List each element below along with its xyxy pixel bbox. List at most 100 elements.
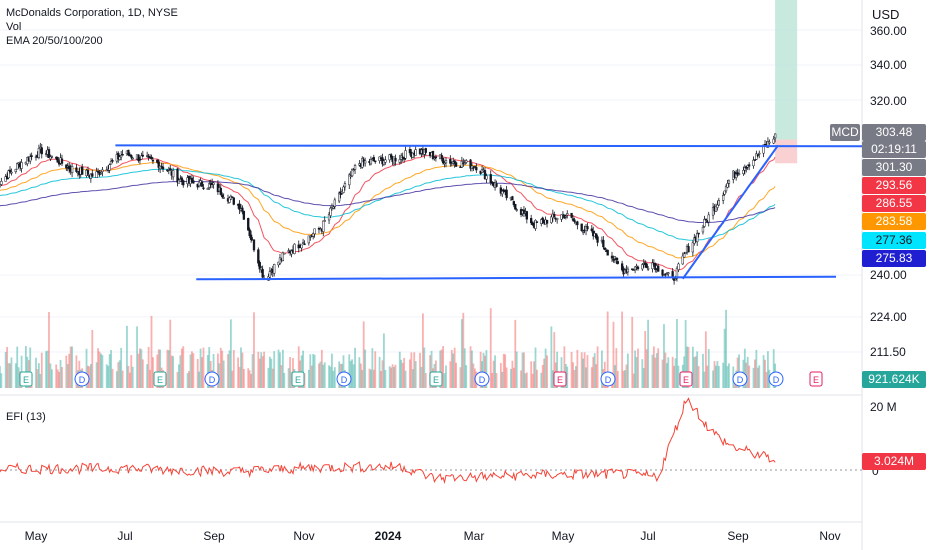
volume-bar: [248, 370, 251, 388]
volume-bar: [199, 348, 202, 388]
candle: [200, 181, 204, 187]
volume-bar: [126, 325, 128, 388]
support-line: [196, 275, 837, 281]
candle: [512, 201, 515, 206]
candle: [550, 216, 553, 223]
candle: [248, 229, 251, 237]
volume-bar: [440, 349, 443, 388]
earnings-marker[interactable]: [19, 371, 33, 387]
volume-bar: [383, 333, 385, 388]
dividend-marker[interactable]: [732, 371, 748, 387]
price-tick-340: 340.00: [870, 58, 907, 72]
candle: [485, 175, 488, 180]
candle: [327, 214, 331, 221]
dividend-marker[interactable]: [600, 371, 616, 387]
candle: [157, 161, 160, 168]
volume-bar: [40, 352, 43, 388]
earnings-marker[interactable]: [809, 371, 823, 387]
candle: [502, 189, 505, 192]
candle: [511, 196, 514, 201]
candle: [697, 232, 700, 235]
symbol-legend[interactable]: McDonalds Corporation, 1D, NYSE: [6, 7, 178, 19]
dividend-marker[interactable]: [474, 371, 490, 387]
volume-bar: [240, 347, 242, 388]
candle: [91, 173, 94, 177]
earnings-marker[interactable]: [429, 371, 443, 387]
volume-bar: [170, 355, 173, 388]
volume-bar: [312, 354, 315, 388]
volume-bar: [381, 360, 384, 388]
volume-bar: [622, 370, 625, 388]
efi-legend[interactable]: EFI (13): [6, 411, 46, 423]
volume-bar: [139, 348, 141, 388]
candle: [197, 181, 201, 187]
volume-bar: [127, 365, 130, 388]
dividend-marker[interactable]: [204, 371, 220, 387]
volume-bar: [189, 354, 192, 388]
candle: [131, 157, 134, 160]
volume-bar: [232, 350, 235, 388]
candle: [714, 206, 718, 212]
candle: [297, 244, 300, 249]
ema-legend[interactable]: EMA 20/50/100/200: [6, 35, 103, 47]
volume-tag: 921.624K: [862, 371, 926, 388]
volume-bar: [621, 311, 624, 388]
volume-bar: [424, 373, 427, 388]
candle: [140, 155, 143, 160]
candle: [192, 180, 195, 184]
candle: [374, 160, 377, 163]
volume-bar: [263, 351, 265, 388]
candle: [332, 206, 335, 209]
volume-bar: [65, 355, 68, 388]
symbol-tag: MCD: [830, 124, 860, 141]
candle: [108, 164, 111, 171]
trendlines[interactable]: [115, 144, 863, 281]
candle: [0, 180, 3, 185]
candle: [16, 163, 19, 170]
dividend-marker[interactable]: [336, 371, 352, 387]
volume-bar: [167, 350, 170, 388]
volume-bar: [521, 352, 524, 388]
volume-bar: [172, 356, 175, 388]
candle: [534, 219, 537, 229]
efi-tick-20m: 20 M: [870, 400, 897, 414]
earnings-marker[interactable]: [291, 371, 305, 387]
earnings-marker[interactable]: [153, 371, 167, 387]
time-axis-label: 2024: [375, 529, 402, 543]
volume-bar: [37, 363, 40, 388]
volume-bar: [772, 349, 775, 388]
candle: [96, 171, 100, 173]
earnings-marker[interactable]: [679, 371, 693, 387]
volume-legend[interactable]: Vol: [6, 21, 22, 33]
candle: [369, 159, 373, 165]
volume-bar: [713, 361, 716, 388]
candle: [29, 156, 32, 162]
volume-bar: [703, 371, 706, 388]
volume-bar: [98, 351, 101, 388]
volume-bar: [388, 366, 391, 388]
candle: [231, 196, 234, 199]
candle: [711, 207, 715, 216]
candle: [674, 278, 677, 281]
dividend-marker[interactable]: [768, 371, 784, 387]
earnings-marker[interactable]: [553, 371, 567, 387]
dividend-marker[interactable]: [74, 371, 90, 387]
volume-bar: [216, 353, 219, 388]
candle: [120, 155, 123, 158]
volume-bar: [95, 362, 98, 388]
volume-bar: [722, 362, 725, 388]
volume-bar: [320, 349, 323, 388]
candle: [361, 158, 364, 168]
candle: [260, 267, 263, 271]
volume-bar: [39, 373, 42, 388]
volume-bar: [758, 365, 761, 388]
volume-bar: [196, 358, 199, 388]
volume-bar: [49, 363, 52, 388]
volume-bar: [641, 359, 644, 388]
rising-trendline: [681, 144, 779, 280]
volume-bar: [674, 358, 677, 388]
ema-line-200: [0, 180, 776, 223]
candle: [675, 268, 679, 279]
